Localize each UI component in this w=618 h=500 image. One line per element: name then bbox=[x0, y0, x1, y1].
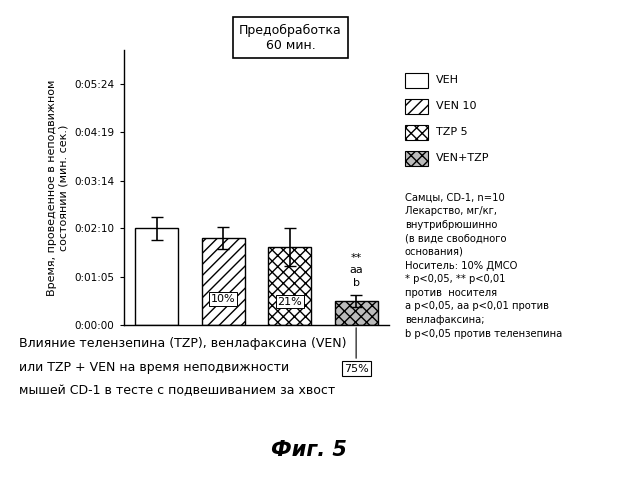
Text: TZP 5: TZP 5 bbox=[436, 127, 467, 137]
Text: VEH: VEH bbox=[436, 75, 459, 85]
Text: Влияние телензепина (TZP), венлафаксина (VEN): Влияние телензепина (TZP), венлафаксина … bbox=[19, 338, 346, 350]
Text: VEN 10: VEN 10 bbox=[436, 101, 476, 111]
Y-axis label: Время, проведенное в неподвижном
состоянии (мин. сек.): Время, проведенное в неподвижном состоян… bbox=[48, 80, 69, 296]
Text: 75%: 75% bbox=[344, 328, 368, 374]
Text: мышей CD-1 в тесте с подвешиванием за хвост: мышей CD-1 в тесте с подвешиванием за хв… bbox=[19, 384, 335, 398]
Text: или TZP + VEN на время неподвижности: или TZP + VEN на время неподвижности bbox=[19, 361, 289, 374]
Text: 21%: 21% bbox=[277, 296, 302, 306]
Text: 10%: 10% bbox=[211, 294, 235, 304]
Bar bbox=[201, 238, 245, 325]
Text: Фиг. 5: Фиг. 5 bbox=[271, 440, 347, 460]
Text: VEN+TZP: VEN+TZP bbox=[436, 153, 489, 163]
Text: **
aa
b: ** aa b bbox=[349, 253, 363, 288]
Bar bbox=[135, 228, 179, 325]
Text: Предобработка
60 мин.: Предобработка 60 мин. bbox=[239, 24, 342, 52]
Text: Самцы, CD-1, n=10
Лекарство, мг/кг,
внутрибрюшинно
(в виде свободного
основания): Самцы, CD-1, n=10 Лекарство, мг/кг, внут… bbox=[405, 192, 562, 338]
Bar bbox=[268, 247, 311, 325]
Bar bbox=[334, 301, 378, 325]
